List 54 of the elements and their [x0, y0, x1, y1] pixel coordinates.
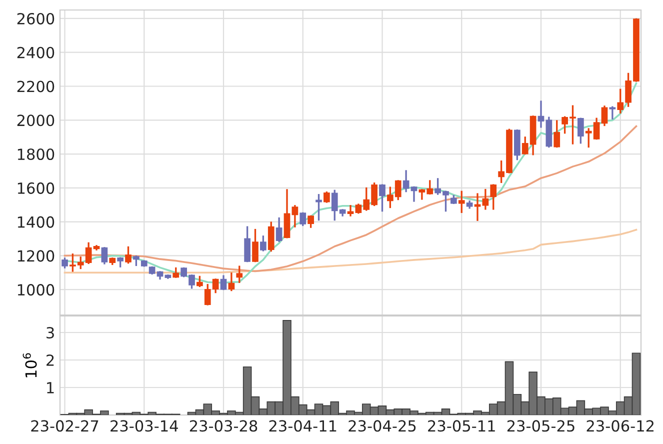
candlestick [292, 205, 298, 228]
y-axis-title: 10$^{6}$ [22, 353, 37, 378]
candlestick [609, 106, 616, 120]
candlestick [252, 228, 258, 262]
x-tick-label: 23-05-11 [428, 420, 495, 432]
y-tick-label: 2 [46, 354, 54, 366]
candlestick [474, 193, 481, 221]
y-tick-label: 2400 [17, 46, 54, 58]
candlestick [62, 258, 68, 268]
x-tick-label: 23-04-11 [269, 420, 336, 432]
candlestick [324, 191, 330, 203]
candlestick [308, 215, 314, 228]
line-series [64, 125, 638, 272]
candlestick [316, 194, 322, 221]
candlestick [410, 186, 418, 202]
candlestick [300, 212, 306, 226]
y-tick-label: 1600 [18, 182, 54, 194]
y-tick-label: 2000 [17, 114, 54, 126]
x-tick-label: 23-06-12 [586, 420, 654, 432]
candlestick [402, 170, 410, 192]
candlestick [578, 118, 584, 144]
x-tick-label: 23-03-14 [110, 420, 178, 432]
x-tick-label: 23-02-27 [31, 420, 98, 432]
candlestick [228, 272, 235, 292]
candlestick [601, 106, 608, 126]
y-tick-label: 2600 [17, 12, 54, 24]
candlestick [244, 226, 250, 262]
x-tick-label: 23-05-25 [507, 420, 574, 432]
y-tick-label: 1 [47, 382, 54, 394]
candlestick [276, 217, 282, 242]
candlestick [538, 100, 544, 128]
y-tick-label: 1400 [18, 216, 54, 228]
y-tick-label: 2200 [17, 80, 54, 92]
candlestick [125, 246, 132, 264]
x-tick-label: 23-04-25 [348, 420, 416, 432]
candlestick [101, 247, 108, 264]
candlestick [196, 276, 203, 288]
candlestick [347, 205, 354, 216]
candlestick [490, 184, 497, 210]
candlestick [379, 184, 386, 212]
candlestick [617, 88, 624, 114]
y-tick-label: 1800 [18, 148, 54, 160]
y-tick-label: 1200 [18, 250, 54, 262]
candlestick [458, 190, 465, 213]
candlestick [260, 236, 266, 252]
candlestick [554, 120, 560, 148]
candlestick [268, 222, 274, 252]
candlestick [482, 188, 489, 210]
candlestick [236, 266, 243, 283]
candlestick [220, 275, 227, 290]
y-tick-label: 1000 [18, 284, 54, 296]
x-tick-label: 23-03-28 [190, 420, 258, 432]
y-tick-label: 3 [46, 326, 54, 339]
candlestick [284, 189, 290, 238]
